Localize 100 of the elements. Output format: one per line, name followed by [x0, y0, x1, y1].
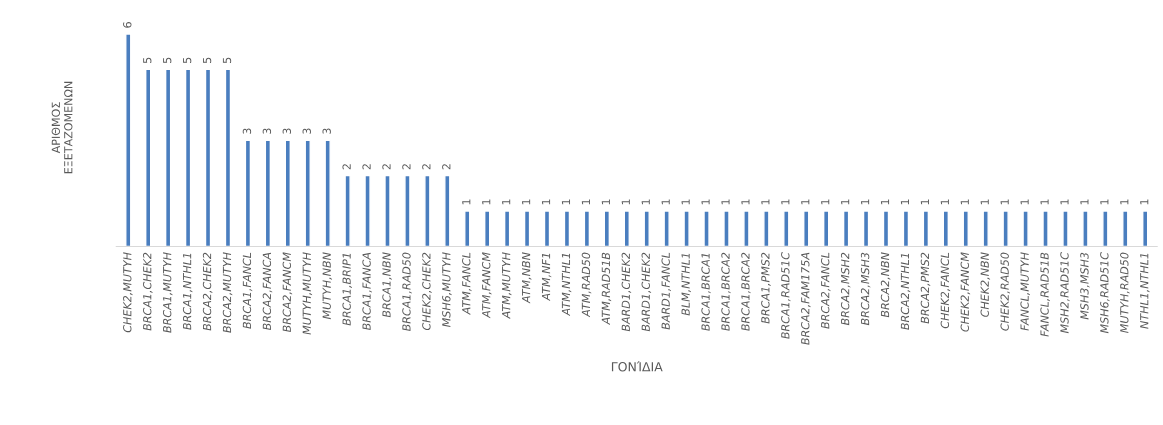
x-tick-label: CHEK2,RAD50 [1000, 252, 1010, 331]
data-label: 1 [581, 199, 590, 205]
x-tick-label: CHEK2,FANCL [940, 252, 951, 329]
data-label: 2 [402, 164, 411, 170]
bar [125, 33, 132, 247]
bar [583, 210, 591, 247]
x-tick-label: BRCA1,FANCL [242, 252, 253, 329]
x-tick-label: CHEK2,NBN [980, 252, 991, 317]
data-label: 1 [861, 199, 870, 205]
data-label: 5 [183, 57, 192, 63]
x-tick-label: BRCA1,BRCA1 [701, 253, 711, 331]
bar [344, 174, 351, 247]
x-tick-label: MSH2,RAD51C [1060, 252, 1070, 334]
bar [842, 210, 850, 247]
x-tick-label: NTHL1,NTHL1 [1140, 253, 1150, 329]
bar [683, 210, 690, 247]
x-tick-label: ATM,NBN [522, 252, 532, 304]
data-label: 1 [1100, 199, 1109, 205]
x-tick-label: BRCA2,MUTYH [222, 252, 233, 333]
bar [663, 210, 670, 247]
x-tick-label: ATM,NF1 [541, 253, 552, 302]
bar [922, 210, 930, 247]
data-label: 1 [781, 199, 790, 205]
bar [384, 174, 391, 247]
x-tick-label: CHEK2,CHEK2 [422, 252, 432, 331]
bar [444, 174, 451, 247]
data-label: 1 [1040, 199, 1049, 205]
data-label: 1 [541, 199, 551, 205]
bar [1082, 210, 1089, 247]
data-label: 1 [681, 199, 690, 205]
data-label: 3 [322, 128, 331, 134]
data-label: 1 [980, 199, 989, 205]
data-label: 2 [422, 164, 431, 170]
bar [803, 210, 810, 247]
x-tick-label: BRCA1,RAD51C [781, 252, 791, 339]
x-tick-label: ATM,FANCL [462, 252, 472, 315]
bar [503, 210, 511, 247]
data-label: 1 [920, 199, 929, 205]
data-label: 2 [342, 164, 351, 170]
data-label: 1 [741, 199, 750, 205]
x-tick-label: FANCL,RAD51B [1040, 252, 1050, 337]
bar [643, 210, 650, 247]
bar [164, 68, 172, 247]
bar [145, 68, 152, 247]
bar [284, 139, 291, 247]
data-label: 2 [382, 164, 391, 170]
x-tick-label: BRCA1,BRCA2 [721, 252, 731, 331]
data-label: 1 [462, 199, 471, 205]
data-label: 1 [880, 199, 890, 205]
x-tick-label: BRCA1,RAD50 [402, 252, 412, 332]
x-tick-label: CHEK2,FANCM [960, 252, 971, 332]
x-axis-title: ΓΟΝΊΔΙΑ [611, 361, 663, 372]
x-tick-label: MSH3,MSH3 [1080, 252, 1090, 320]
x-tick-label: MSH6,RAD51C [1100, 252, 1110, 334]
bar [204, 68, 212, 247]
bar [603, 210, 611, 247]
bar [763, 210, 770, 247]
data-label: 1 [1020, 199, 1029, 205]
bar [623, 210, 630, 247]
y-axis-title: ΑΡΙΘΜΟΣ ΕΞΕΤΑΖΟΜΕΝΩΝ [51, 81, 73, 174]
bar [184, 68, 192, 247]
data-label: 1 [701, 199, 710, 205]
data-label: 3 [242, 128, 252, 134]
x-tick-label: BRCA2,MSH3 [860, 252, 871, 326]
x-tick-label: BARD1,FANCL [661, 252, 672, 330]
x-tick-label: BARD1,CHEK2 [641, 252, 652, 332]
bar [364, 174, 371, 247]
bar [484, 210, 491, 247]
data-label: 1 [561, 199, 571, 205]
data-label: 1 [841, 199, 850, 205]
x-tick-label: MUTYH,MUTYH [302, 252, 313, 335]
bar [882, 210, 890, 247]
data-label: 1 [821, 199, 830, 205]
x-tick-label: ATM,FANCM [482, 252, 492, 319]
data-label: 1 [900, 199, 909, 205]
x-tick-label: BRCA1,FANCA [362, 252, 372, 331]
data-label: 1 [522, 199, 531, 205]
data-label: 1 [1140, 199, 1149, 205]
bar [424, 174, 431, 247]
bar [1062, 210, 1069, 247]
data-label: 1 [601, 199, 610, 205]
bar [464, 210, 471, 247]
data-label: 3 [262, 128, 272, 134]
x-tick-label: BRCA2,FANCA [262, 252, 273, 331]
data-label: 5 [202, 57, 212, 63]
data-label: 1 [940, 199, 949, 205]
x-tick-label: BRCA1,PMS2 [761, 252, 771, 324]
data-label: 1 [960, 199, 969, 205]
data-label: 1 [502, 199, 511, 205]
x-tick-label: MUTYH,RAD50 [1120, 252, 1130, 333]
bar [982, 210, 989, 247]
data-label: 1 [1060, 199, 1069, 205]
bar [743, 210, 750, 247]
bar [563, 210, 571, 247]
bar [264, 139, 272, 247]
x-tick-label: BRCA1,BRCA2 [741, 252, 751, 331]
x-tick-label: BRCA2,PMS2 [920, 252, 931, 324]
bar [1142, 210, 1149, 247]
x-tick-label: MSH6,MUTYH [442, 252, 452, 327]
bar [1102, 210, 1109, 247]
